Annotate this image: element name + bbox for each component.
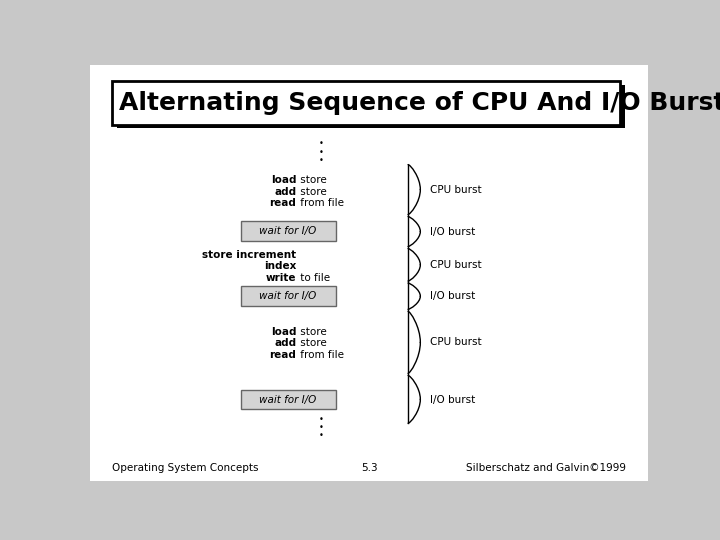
Text: from file: from file: [297, 350, 344, 360]
Text: from file: from file: [297, 198, 344, 208]
Bar: [117, 85, 624, 129]
Text: read: read: [269, 198, 297, 208]
Text: load: load: [271, 327, 297, 337]
Text: to file: to file: [297, 273, 330, 283]
Text: CPU burst: CPU burst: [431, 185, 482, 194]
Text: •: •: [319, 431, 324, 440]
Text: Alternating Sequence of CPU And I/O Bursts: Alternating Sequence of CPU And I/O Burs…: [119, 91, 720, 116]
Text: •: •: [319, 147, 324, 157]
Text: •: •: [319, 156, 324, 165]
Text: 5.3: 5.3: [361, 463, 377, 473]
FancyBboxPatch shape: [84, 60, 654, 485]
Bar: [240, 221, 336, 241]
Bar: [112, 82, 620, 125]
Text: add: add: [274, 339, 297, 348]
Text: store: store: [297, 187, 327, 197]
Text: read: read: [269, 350, 297, 360]
Text: wait for I/O: wait for I/O: [259, 395, 317, 404]
Text: write: write: [266, 273, 297, 283]
Text: store: store: [297, 327, 327, 337]
Text: Operating System Concepts: Operating System Concepts: [112, 463, 258, 473]
Text: wait for I/O: wait for I/O: [259, 292, 317, 301]
Text: Silberschatz and Galvin©1999: Silberschatz and Galvin©1999: [466, 463, 626, 473]
Text: index: index: [264, 261, 297, 272]
Text: I/O burst: I/O burst: [431, 227, 476, 237]
Text: store increment: store increment: [202, 250, 297, 260]
Bar: [240, 389, 336, 409]
Bar: [240, 286, 336, 306]
Text: CPU burst: CPU burst: [431, 337, 482, 347]
Text: I/O burst: I/O burst: [431, 395, 476, 404]
Text: store: store: [297, 339, 327, 348]
Text: add: add: [274, 187, 297, 197]
Text: •: •: [319, 139, 324, 148]
Text: I/O burst: I/O burst: [431, 292, 476, 301]
Text: CPU burst: CPU burst: [431, 260, 482, 270]
Text: •: •: [319, 423, 324, 432]
Text: store: store: [297, 175, 327, 185]
Text: •: •: [319, 415, 324, 423]
Text: load: load: [271, 175, 297, 185]
Text: wait for I/O: wait for I/O: [259, 226, 317, 236]
